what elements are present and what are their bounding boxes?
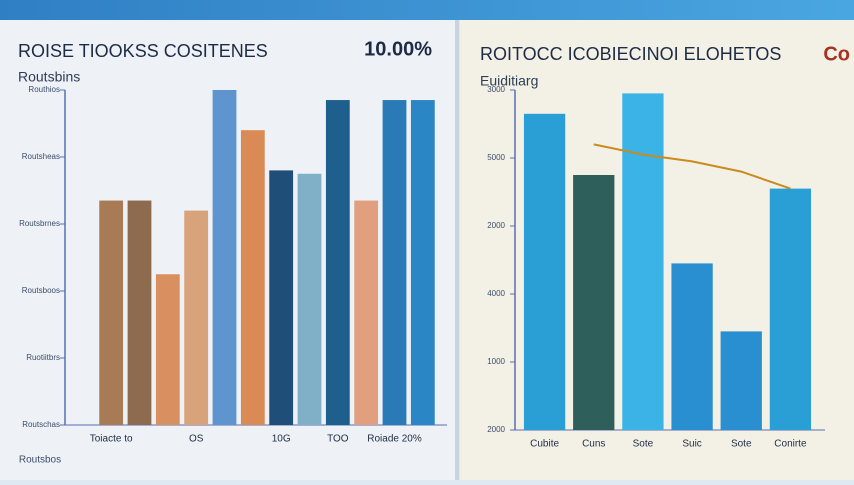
bar [297, 173, 322, 425]
bar [269, 170, 294, 425]
y-tick-label: 2000 [487, 221, 505, 230]
y-tick-label: Routhios [28, 85, 60, 94]
footer: Routsbos [19, 455, 61, 466]
y-tick-label: Ruotiitbrs [26, 353, 60, 362]
x-tick-label: Sote [633, 439, 654, 450]
y-tick-label: Routsboos [22, 286, 60, 295]
x-tick-label: OS [189, 434, 204, 445]
x-tick-label: Conirte [774, 439, 807, 450]
x-tick-label: Sote [731, 439, 752, 450]
bar [155, 274, 180, 425]
y-tick-label: 4000 [487, 289, 505, 298]
y-tick-label: 5000 [487, 153, 505, 162]
bar [382, 100, 407, 426]
y-tick-label: Routsbrnes [19, 219, 60, 228]
top-strip [0, 0, 854, 20]
bar [325, 100, 350, 426]
y-tick-label: 1000 [487, 357, 505, 366]
chart-subtitle: Euiditiarg [480, 73, 538, 89]
x-tick-label: Cuns [582, 439, 605, 450]
bar [127, 200, 152, 425]
y-tick-label: Routschas [22, 420, 60, 429]
y-tick-label: 3000 [487, 85, 505, 94]
chart-title: ROISE TIOOKSS COSITENES [18, 41, 268, 61]
x-tick-label: 10G [272, 434, 291, 445]
bar [720, 331, 762, 430]
x-tick-label: Suic [682, 439, 701, 450]
x-tick-label: Toiacte to [90, 434, 133, 445]
x-tick-label: Cubite [530, 439, 559, 450]
bar [410, 100, 435, 426]
annotation: 10.00% [364, 38, 432, 60]
bar [573, 175, 615, 430]
bar [212, 90, 237, 425]
y-tick-label: Routsheas [22, 152, 60, 161]
y-tick-label: 2000 [487, 425, 505, 434]
chart-title: ROITOCC ICOBIECINOI ELOHETOS [480, 44, 781, 64]
bar [769, 188, 812, 430]
bar [622, 93, 664, 431]
x-tick-label: Roiade 20% [367, 434, 422, 445]
annotation: Co [823, 43, 850, 65]
line [593, 143, 791, 190]
chart-subtitle: Routsbins [18, 69, 80, 85]
bar [240, 130, 265, 425]
bar [671, 263, 713, 430]
bar [184, 210, 209, 425]
bar [354, 200, 379, 425]
bar [523, 113, 566, 431]
bar [99, 200, 124, 425]
x-tick-label: TOO [327, 434, 349, 445]
